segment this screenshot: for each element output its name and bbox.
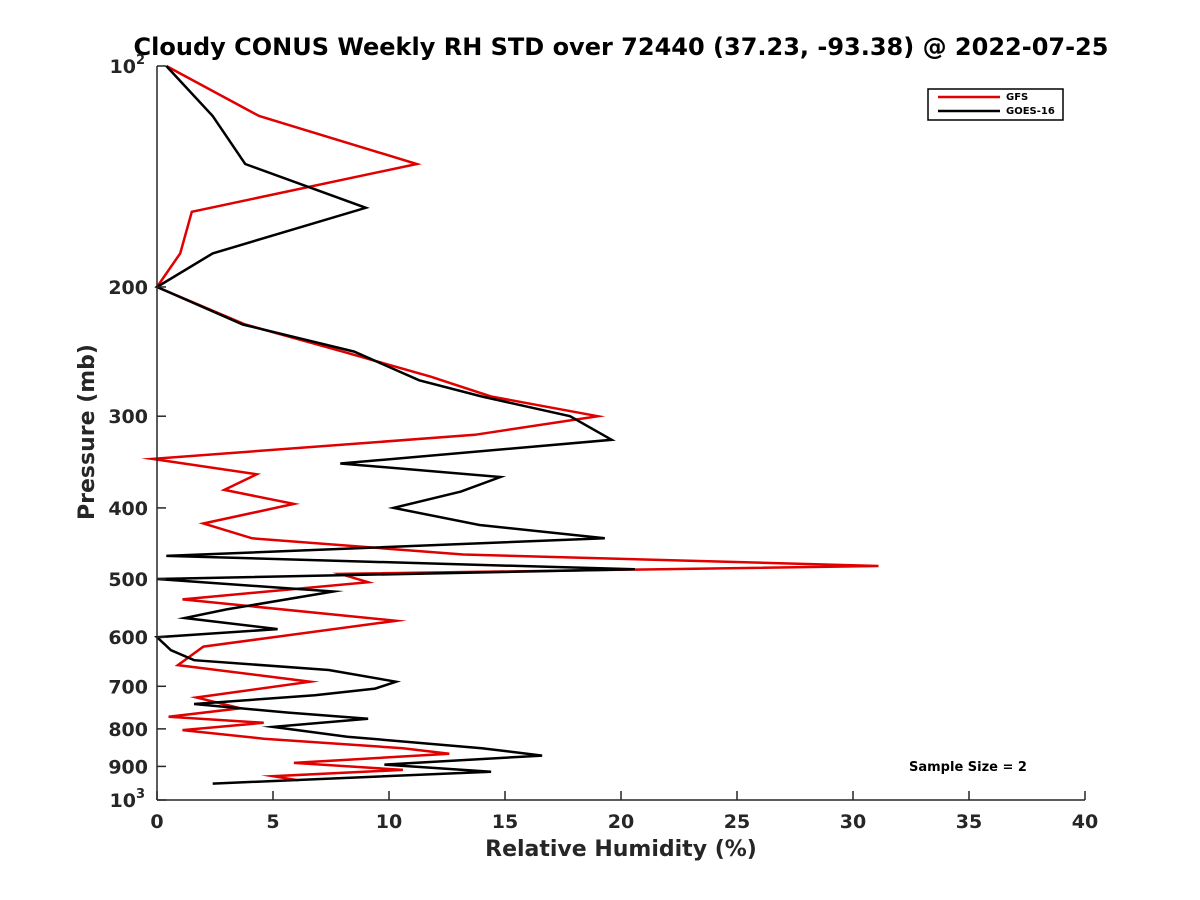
y-tick-exponent: 2 bbox=[136, 53, 145, 68]
x-tick-label: 10 bbox=[376, 811, 402, 833]
y-tick-label: 600 bbox=[108, 627, 148, 649]
legend-label-gfs: GFS bbox=[1006, 92, 1028, 103]
y-tick-exponent: 3 bbox=[136, 787, 145, 802]
x-tick-label: 40 bbox=[1072, 811, 1098, 833]
y-axis-label: Pressure (mb) bbox=[75, 344, 100, 520]
y-tick-label: 500 bbox=[108, 569, 148, 591]
legend: GFS GOES-16 bbox=[927, 88, 1064, 121]
x-tick-label: 5 bbox=[266, 811, 279, 833]
y-tick-label: 300 bbox=[108, 406, 148, 428]
y-tick-base: 10 bbox=[110, 790, 136, 812]
x-tick-label: 15 bbox=[492, 811, 518, 833]
y-tick-label: 900 bbox=[108, 756, 148, 778]
sample-size-note: Sample Size = 2 bbox=[909, 760, 1027, 775]
x-tick-label: 0 bbox=[150, 811, 163, 833]
x-axis-label: Relative Humidity (%) bbox=[485, 837, 757, 862]
y-tick-base: 10 bbox=[110, 56, 136, 78]
y-tick-label: 700 bbox=[108, 676, 148, 698]
y-tick-label: 200 bbox=[108, 277, 148, 299]
x-tick-label: 20 bbox=[608, 811, 634, 833]
x-tick-label: 30 bbox=[840, 811, 866, 833]
legend-box bbox=[927, 88, 1064, 121]
y-tick-label: 400 bbox=[108, 498, 148, 520]
y-tick-label: 102 bbox=[110, 53, 146, 78]
series-line-goes16 bbox=[154, 65, 635, 785]
x-tick-label: 25 bbox=[724, 811, 750, 833]
plot-area bbox=[141, 64, 879, 785]
axes: 0 5 10 15 20 25 30 35 40102200300400500600700800… bbox=[108, 53, 1098, 833]
legend-label-goes16: GOES-16 bbox=[1006, 106, 1055, 117]
x-tick-label: 35 bbox=[956, 811, 982, 833]
chart-title: Cloudy CONUS Weekly RH STD over 72440 (3… bbox=[134, 33, 1109, 61]
y-tick-label: 800 bbox=[108, 719, 148, 741]
y-tick-label: 103 bbox=[110, 787, 146, 812]
